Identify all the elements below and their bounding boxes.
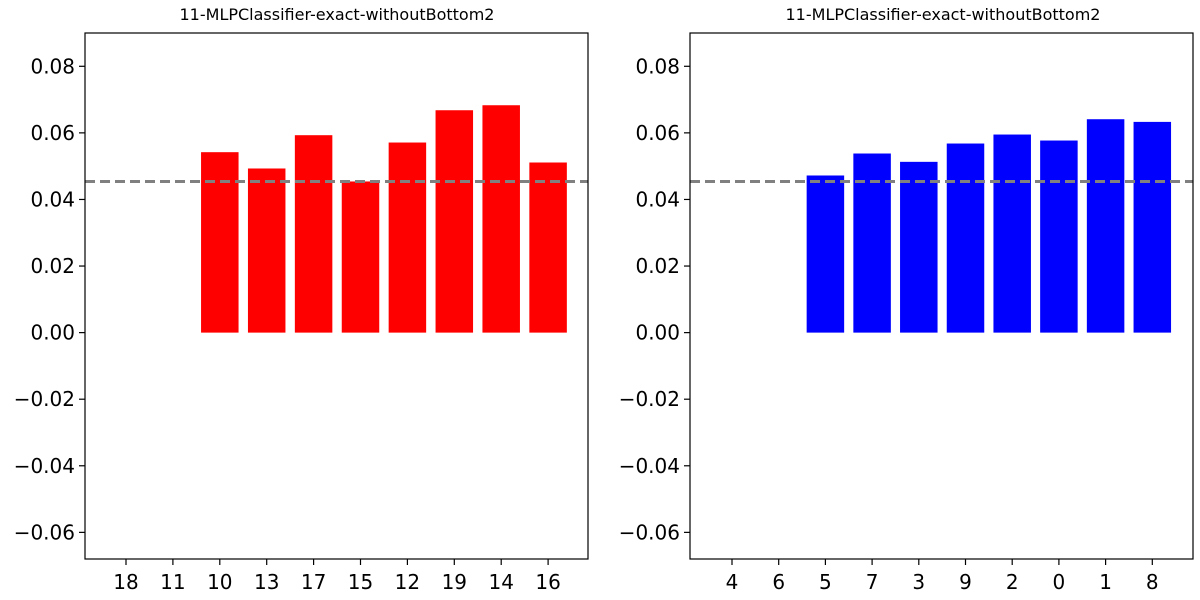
y-tick-label: 0.08 [30, 54, 75, 78]
bar-5 [806, 175, 845, 333]
bar-2 [993, 134, 1031, 333]
plot-area-frame [84, 32, 589, 560]
x-tick-label: 5 [819, 570, 832, 594]
y-tick-label: 0.06 [635, 121, 680, 145]
bar-12 [388, 142, 427, 333]
x-tick-label: 9 [959, 570, 972, 594]
chart-panel-2: 11-MLPClassifier-exact-withoutBottom2 −0.… [619, 5, 1194, 594]
y-tick-label: 0.08 [635, 54, 680, 78]
y-tick-label: −0.06 [14, 520, 75, 544]
bar-14 [482, 105, 520, 333]
y-tick-label: −0.02 [619, 387, 680, 411]
y-tick-label: −0.06 [619, 520, 680, 544]
y-tick-label: 0.02 [30, 254, 75, 278]
y-tick-label: 0.06 [30, 121, 75, 145]
x-tick-label: 14 [488, 570, 513, 594]
bar-10 [201, 152, 239, 333]
x-tick-label: 11 [160, 570, 185, 594]
y-tick-label: 0.00 [635, 321, 680, 345]
x-tick-label: 12 [395, 570, 420, 594]
plot-area-frame [689, 32, 1194, 560]
x-tick-label: 1 [1099, 570, 1112, 594]
x-tick-label: 19 [442, 570, 467, 594]
bar-9 [946, 143, 985, 333]
x-tick-label: 16 [535, 570, 560, 594]
bar-13 [247, 168, 286, 333]
bar-17 [294, 135, 333, 333]
x-tick-label: 13 [254, 570, 279, 594]
y-tick-label: −0.02 [14, 387, 75, 411]
x-tick-label: 15 [348, 570, 373, 594]
x-tick-label: 4 [726, 570, 739, 594]
y-tick-label: 0.02 [635, 254, 680, 278]
bar-3 [900, 161, 938, 333]
x-tick-label: 3 [912, 570, 925, 594]
bar-16 [529, 162, 567, 333]
x-tick-label: 10 [207, 570, 232, 594]
y-tick-label: 0.00 [30, 321, 75, 345]
chart-title: 11-MLPClassifier-exact-withoutBottom2 [180, 5, 495, 24]
bar-15 [341, 181, 380, 333]
bar-8 [1133, 121, 1172, 333]
y-tick-label: −0.04 [619, 454, 680, 478]
bar-19 [435, 110, 474, 333]
bar-0 [1040, 140, 1078, 333]
bar-1 [1086, 119, 1125, 333]
x-tick-label: 0 [1053, 570, 1066, 594]
bar-7 [853, 153, 891, 333]
y-tick-label: −0.04 [14, 454, 75, 478]
y-tick-label: 0.04 [635, 187, 680, 211]
chart-title: 11-MLPClassifier-exact-withoutBottom2 [786, 5, 1101, 24]
x-tick-label: 18 [113, 570, 138, 594]
x-tick-label: 2 [1006, 570, 1019, 594]
x-tick-label: 7 [866, 570, 879, 594]
x-tick-label: 8 [1146, 570, 1159, 594]
x-tick-label: 6 [772, 570, 785, 594]
chart-panel-1: 11-MLPClassifier-exact-withoutBottom2 −0.… [14, 5, 589, 594]
y-tick-label: 0.04 [30, 187, 75, 211]
x-tick-label: 17 [301, 570, 326, 594]
